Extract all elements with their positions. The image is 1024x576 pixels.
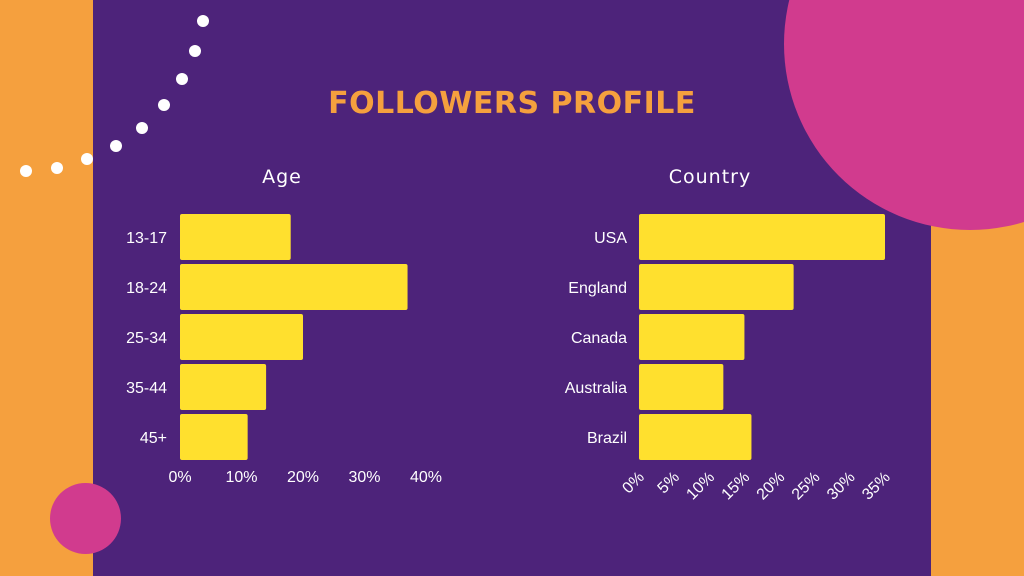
country-category-label: Canada	[571, 330, 627, 347]
country-x-tick-label: 0%	[619, 469, 647, 497]
age-x-tick-label: 20%	[287, 469, 319, 486]
country-category-label: Brazil	[587, 430, 627, 447]
age-x-tick-label: 0%	[168, 469, 191, 486]
decorative-dot	[176, 73, 188, 85]
decorative-dot	[110, 140, 122, 152]
age-x-tick-label: 30%	[348, 469, 380, 486]
age-category-label: 18-24	[126, 280, 167, 297]
country-category-label: England	[568, 280, 627, 297]
country-x-tick-label: 20%	[754, 469, 789, 504]
age-x-tick-label: 40%	[410, 469, 442, 486]
age-chart-title: Age	[262, 166, 302, 188]
age-category-label: 13-17	[126, 230, 167, 247]
country-bar	[639, 214, 885, 260]
country-bar	[639, 414, 752, 460]
age-bar	[180, 414, 248, 460]
country-x-tick-label: 10%	[683, 469, 718, 504]
decorative-dot	[197, 15, 209, 27]
age-bar	[180, 314, 303, 360]
country-bar	[639, 364, 724, 410]
country-category-label: Australia	[565, 380, 627, 397]
country-x-tick-label: 25%	[789, 469, 824, 504]
decorative-dot	[189, 45, 201, 57]
country-category-label: USA	[594, 230, 627, 247]
decorative-dot	[51, 162, 63, 174]
country-x-tick-label: 15%	[719, 469, 754, 504]
decorative-dot	[20, 165, 32, 177]
decorative-dot	[158, 99, 170, 111]
country-x-tick-label: 5%	[655, 469, 683, 497]
age-category-label: 45+	[140, 430, 167, 447]
decorative-dot	[81, 153, 93, 165]
page-title: FOLLOWERS PROFILE	[328, 86, 696, 121]
country-chart-title: Country	[669, 166, 751, 188]
country-bar	[639, 264, 794, 310]
country-bar	[639, 314, 745, 360]
country-x-tick-label: 35%	[859, 469, 894, 504]
age-x-tick-label: 10%	[225, 469, 257, 486]
decorative-dot	[136, 122, 148, 134]
age-category-label: 35-44	[126, 380, 167, 397]
decorative-circle-small	[50, 483, 121, 554]
age-bar	[180, 364, 267, 410]
age-bar	[180, 214, 291, 260]
age-bar	[180, 264, 408, 310]
age-category-label: 25-34	[126, 330, 167, 347]
country-x-tick-label: 30%	[824, 469, 859, 504]
